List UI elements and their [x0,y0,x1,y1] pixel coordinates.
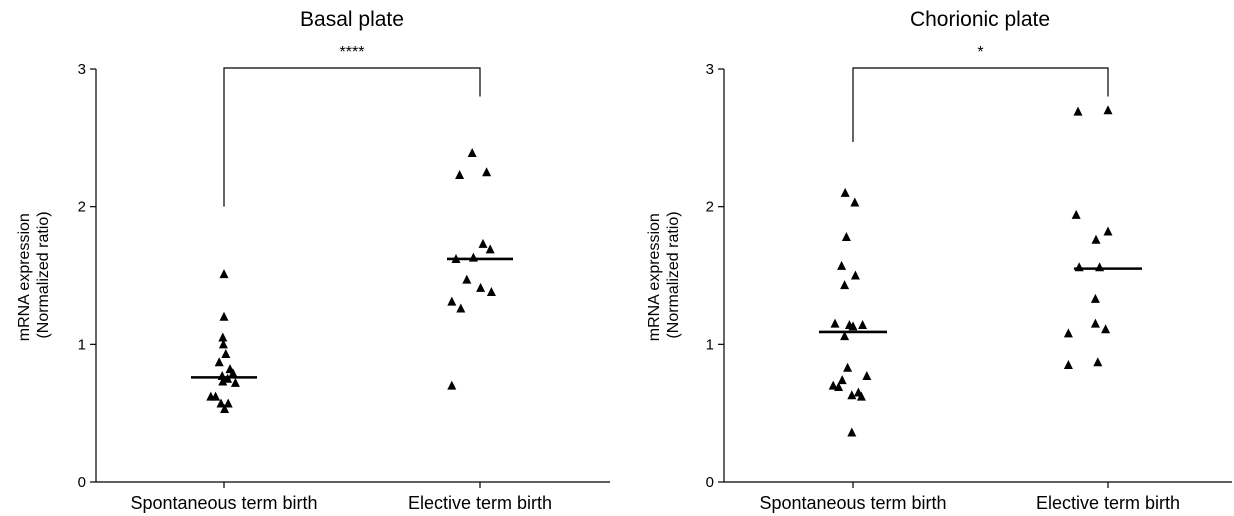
data-point [848,321,858,331]
data-point [834,382,844,392]
significance-label: * [977,44,983,61]
data-point [467,147,477,157]
data-point [223,398,233,408]
data-point [217,370,227,380]
y-ticks: 0 1 2 3 [78,61,96,491]
data-point [1063,359,1073,369]
data-point [840,280,850,290]
data-point [1074,262,1084,272]
data-point [219,311,229,321]
data-point [456,303,466,313]
x-tick-label: Elective term birth [1036,493,1180,513]
y-tick-label: 3 [78,61,86,78]
data-point [1091,234,1101,244]
data-point [447,296,457,306]
data-point [841,231,851,241]
data-point [478,238,488,248]
y-tick-label: 3 [706,61,714,78]
data-point [858,320,868,330]
median-lines [819,267,1142,334]
data-point [1101,324,1111,334]
data-point [462,274,472,284]
chart-chorionic-plate: Chorionic plate mRNA expression (Normali… [646,8,1232,513]
data-point [840,331,850,341]
data-point [228,368,238,378]
data-point [862,370,872,380]
x-tick-label: Spontaneous term birth [759,493,946,513]
significance-label: **** [340,44,365,61]
y-ticks: 0 1 2 3 [706,61,724,491]
bracket-line [852,67,1109,142]
significance-bracket [223,67,481,207]
y-tick-label: 1 [78,336,86,353]
data-point [482,167,492,177]
data-point [843,362,853,372]
data-point [485,244,495,254]
y-axis-label: mRNA expression (Normalized ratio) [16,209,52,342]
data-point [221,348,231,358]
data-point [1071,209,1081,219]
data-point [1093,357,1103,367]
data-point [218,339,228,349]
data-point [1090,293,1100,303]
data-point [230,377,240,387]
chart-basal-plate: Basal plate mRNA expression (Normalized … [16,8,610,513]
data-point [218,376,228,386]
data-point [850,197,860,207]
significance-bracket [852,67,1109,142]
median-lines [191,257,513,379]
data-point [219,269,229,279]
bracket-line [223,67,481,207]
data-point [1103,226,1113,236]
data-point [468,252,478,262]
data-points [206,147,496,414]
data-point [223,373,233,383]
data-point [828,380,838,390]
data-point [837,375,847,385]
data-point [856,391,866,401]
data-point [451,253,461,263]
chart-title: Basal plate [300,8,404,31]
data-point [1103,105,1113,115]
x-ticks: Spontaneous term birth Elective term birt… [759,482,1180,513]
data-point [1090,318,1100,328]
x-tick-label: Spontaneous term birth [130,493,317,513]
y-tick-label: 2 [78,199,86,216]
data-point [847,390,857,400]
y-axis-label: mRNA expression (Normalized ratio) [646,209,682,342]
y-tick-label: 0 [78,474,86,491]
data-point [476,282,486,292]
y-tick-label: 1 [706,336,714,353]
data-point [1063,328,1073,338]
data-point [840,187,850,197]
x-ticks: Spontaneous term birth Elective term birt… [130,482,552,513]
data-point [830,318,840,328]
x-tick-label: Elective term birth [408,493,552,513]
data-point [847,427,857,437]
data-point [218,332,228,342]
data-point [486,287,496,297]
y-tick-label: 0 [706,474,714,491]
chart-title: Chorionic plate [910,8,1050,31]
data-point [216,398,226,408]
data-point [214,357,224,367]
data-point [1073,106,1083,116]
y-tick-label: 2 [706,199,714,216]
data-points [828,105,1113,437]
data-point [850,270,860,280]
data-point [206,391,216,401]
data-point [220,404,230,414]
data-point [1095,262,1105,272]
data-point [837,260,847,270]
data-point [447,380,457,390]
data-point [455,170,465,180]
